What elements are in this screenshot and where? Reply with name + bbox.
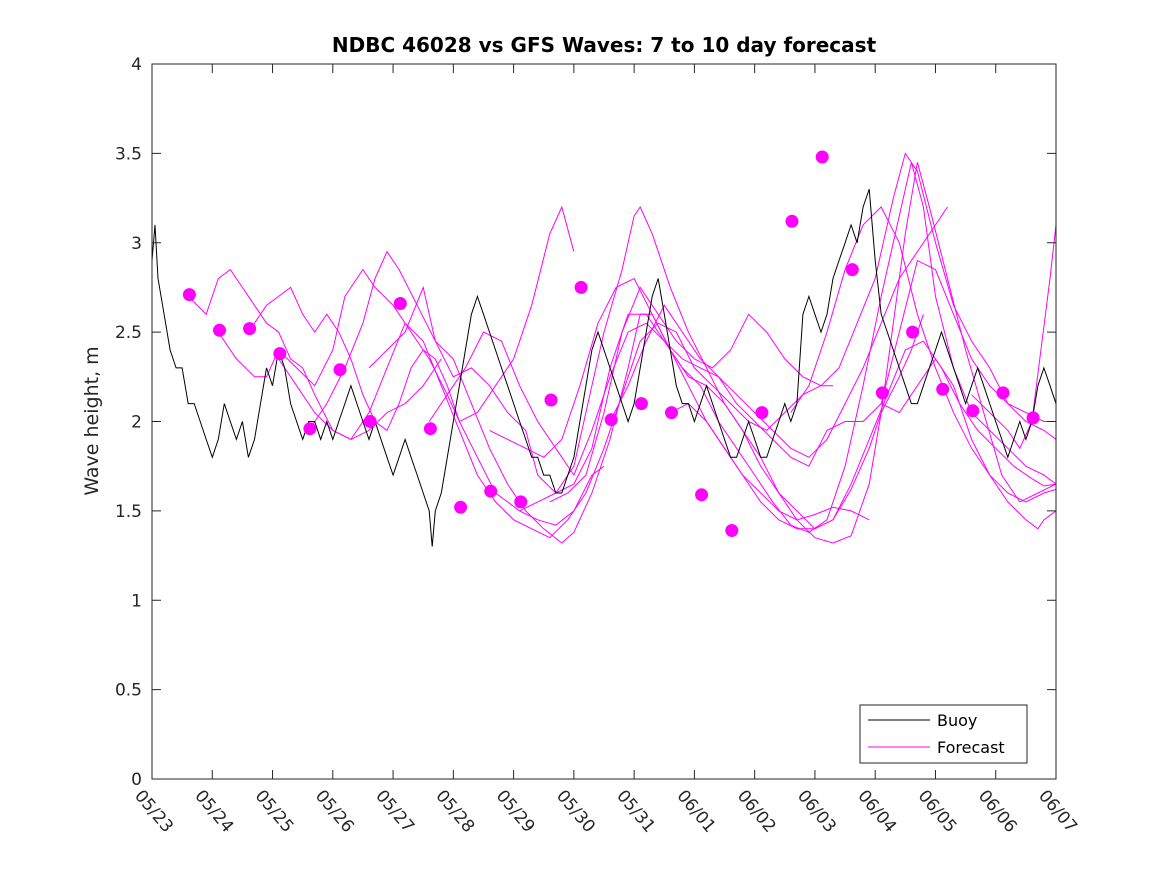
y-tick-label: 3 — [131, 234, 142, 254]
forecast-marker-29 — [1026, 411, 1040, 425]
forecast-line-13 — [790, 206, 1056, 503]
forecast-marker-6 — [333, 363, 347, 377]
forecast-line-7 — [428, 162, 1056, 533]
forecast-marker-11 — [484, 484, 498, 498]
x-tick-label: 06/05 — [914, 786, 961, 836]
forecast-line-6 — [368, 205, 924, 530]
x-tick-label: 05/29 — [492, 786, 539, 836]
y-axis-label: Wave height, m — [81, 346, 103, 495]
forecast-marker-13 — [544, 393, 558, 407]
y-tick-label: 4 — [131, 55, 142, 75]
x-tick-label: 06/02 — [733, 786, 780, 836]
forecast-marker-layer — [182, 150, 1040, 537]
x-tick-label: 05/31 — [612, 786, 659, 836]
forecast-marker-17 — [665, 406, 678, 420]
forecast-line-15 — [971, 224, 1056, 450]
legend-forecast-label: Forecast — [937, 738, 1005, 757]
forecast-marker-15 — [604, 413, 618, 427]
forecast-marker-7 — [363, 415, 377, 428]
forecast-marker-2 — [213, 323, 226, 337]
legend: Buoy Forecast — [859, 704, 1028, 764]
x-tick-label: 05/27 — [371, 786, 418, 836]
forecast-marker-27 — [966, 404, 980, 418]
series-layer — [152, 152, 1056, 547]
forecast-line-4 — [278, 322, 833, 539]
forecast-marker-16 — [634, 397, 648, 411]
forecast-marker-22 — [815, 150, 829, 164]
x-tick-label: 05/30 — [552, 786, 599, 836]
forecast-line-9 — [519, 206, 948, 512]
forecast-marker-8 — [393, 297, 407, 310]
forecast-line-2 — [217, 205, 575, 423]
y-tick-label: 0 — [131, 770, 142, 790]
y-tick-label: 1 — [131, 591, 142, 611]
x-tick-label: 06/04 — [853, 786, 900, 836]
x-tick-label: 06/06 — [974, 786, 1021, 836]
legend-buoy-label: Buoy — [937, 711, 977, 730]
forecast-marker-20 — [755, 406, 769, 420]
forecast-line-11 — [609, 259, 1056, 467]
y-tick-label: 3.5 — [115, 144, 142, 164]
plot-frame — [151, 63, 1057, 780]
forecast-marker-19 — [725, 524, 739, 537]
chart-title: NDBC 46028 vs GFS Waves: 7 to 10 day for… — [332, 33, 877, 57]
forecast-line-10 — [549, 152, 1056, 503]
forecast-marker-5 — [303, 422, 317, 436]
y-tick-label: 2 — [131, 413, 142, 433]
x-tick-label: 06/01 — [673, 786, 720, 836]
forecast-marker-14 — [574, 280, 588, 294]
forecast-marker-10 — [454, 500, 468, 514]
y-tick-label: 2.5 — [115, 323, 142, 343]
x-tick-label: 05/25 — [251, 786, 298, 836]
y-tick-label: 0.5 — [115, 681, 142, 701]
forecast-line-5 — [308, 250, 870, 544]
y-tick-label: 1.5 — [115, 502, 142, 522]
x-tick-label: 05/24 — [190, 786, 237, 836]
x-tick-label: 06/03 — [793, 786, 840, 836]
x-tick-label: 06/07 — [1034, 786, 1081, 836]
forecast-marker-24 — [875, 386, 889, 400]
forecast-marker-1 — [182, 288, 196, 302]
x-tick-label: 05/26 — [311, 786, 358, 836]
forecast-marker-26 — [936, 382, 950, 396]
forecast-marker-18 — [695, 488, 709, 502]
forecast-marker-28 — [996, 386, 1010, 400]
legend-box — [859, 704, 1028, 764]
forecast-marker-4 — [273, 347, 287, 361]
forecast-line-12 — [670, 340, 1056, 530]
forecast-marker-25 — [906, 325, 920, 339]
x-tick-label: 05/23 — [130, 786, 177, 836]
forecast-marker-9 — [423, 422, 437, 436]
forecast-line-1 — [187, 268, 442, 440]
forecast-marker-12 — [514, 495, 528, 509]
forecast-marker-23 — [845, 263, 859, 277]
y-axis-ticks: 0 0.5 1 1.5 2 2.5 3 3.5 4 — [115, 55, 1056, 790]
forecast-line-8 — [489, 162, 1056, 544]
forecast-marker-3 — [243, 322, 257, 336]
forecast-line-14 — [880, 358, 1056, 530]
x-tick-label: 05/28 — [431, 786, 478, 836]
buoy-line — [152, 188, 1056, 547]
forecast-marker-21 — [785, 214, 799, 228]
